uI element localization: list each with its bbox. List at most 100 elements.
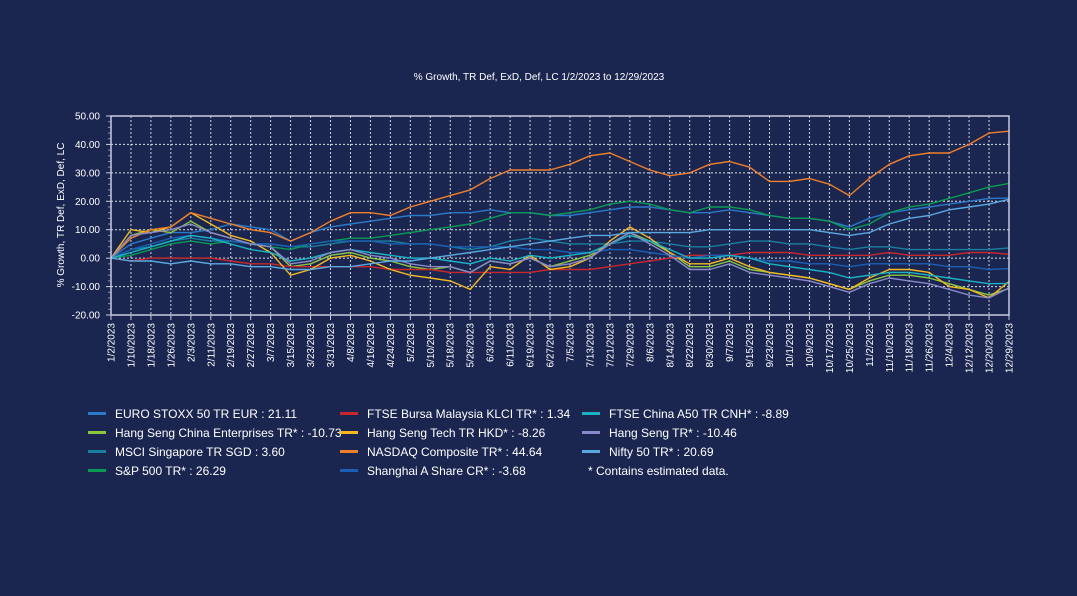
y-tick-label: 0.00 (81, 254, 101, 265)
x-tick-label: 10/25/2023 (845, 323, 856, 373)
x-tick-label: 10/1/2023 (785, 323, 796, 368)
x-tick-label: 2/3/2023 (186, 323, 197, 362)
x-tick-label: 11/2/2023 (865, 323, 876, 367)
legend-label: FTSE China A50 TR CNH* : -8.89 (609, 406, 789, 421)
y-tick-label: 40.00 (75, 140, 100, 151)
x-tick-label: 1/2/2023 (107, 323, 118, 362)
x-tick-label: 1/10/2023 (126, 323, 137, 368)
x-tick-label: 7/21/2023 (605, 323, 616, 368)
series-line-ftse-bursa-malaysia-klci-tr (110, 251, 1010, 274)
series-line-nasdaq-composite-tr (110, 130, 1010, 259)
x-tick-label: 12/20/2023 (985, 323, 996, 373)
x-tick-label: 6/27/2023 (546, 323, 557, 368)
legend-item[interactable]: Hang Seng TR* : -10.46 (582, 423, 789, 442)
legend-item[interactable]: FTSE China A50 TR CNH* : -8.89 (582, 404, 789, 423)
legend-item[interactable]: NASDAQ Composite TR* : 44.64 (340, 442, 570, 461)
x-tick-label: 3/23/2023 (306, 323, 317, 368)
legend-item[interactable]: MSCI Singapore TR SGD : 3.60 (88, 442, 342, 461)
legend-label: NASDAQ Composite TR* : 44.64 (367, 444, 543, 459)
legend-swatch (88, 469, 106, 472)
x-tick-label: 4/16/2023 (366, 323, 377, 368)
legend-item[interactable]: S&P 500 TR* : 26.29 (88, 461, 342, 480)
x-tick-label: 8/30/2023 (705, 323, 716, 368)
series-lines (110, 130, 1010, 299)
legend-swatch (88, 450, 106, 453)
gridlines (111, 116, 1009, 315)
x-tick-label: 12/4/2023 (945, 323, 956, 368)
x-tick-label: 9/15/2023 (745, 323, 756, 368)
series-line-nifty-50-tr (110, 198, 1010, 271)
legend-swatch (88, 412, 106, 415)
x-tick-label: 11/26/2023 (925, 323, 936, 373)
legend-item[interactable]: FTSE Bursa Malaysia KLCI TR* : 1.34 (340, 404, 570, 423)
x-tick-label: 5/26/2023 (466, 323, 477, 368)
x-tick-label: 6/19/2023 (526, 323, 537, 368)
plot-frame (110, 115, 1010, 316)
series-line-shanghai-a-share-cr (110, 234, 1010, 271)
x-tick-label: 3/7/2023 (266, 323, 277, 362)
y-tick-label: 10.00 (75, 225, 100, 236)
x-tick-label: 7/5/2023 (565, 323, 576, 362)
chart-title: % Growth, TR Def, ExD, Def, LC 1/2/2023 … (414, 72, 665, 83)
legend-label: MSCI Singapore TR SGD : 3.60 (115, 444, 285, 459)
series-line-ftse-china-a50-tr-cnh (110, 234, 1010, 285)
legend-swatch (88, 431, 106, 434)
legend-item[interactable]: Nifty 50 TR* : 20.69 (582, 442, 789, 461)
legend-item[interactable]: Shanghai A Share CR* : -3.68 (340, 461, 570, 480)
x-tick-label: 8/22/2023 (685, 323, 696, 368)
x-tick-label: 11/10/2023 (885, 323, 896, 373)
x-tick-label: 1/26/2023 (166, 323, 177, 368)
series-line-euro-stoxx-50-tr-eur (110, 197, 1010, 259)
legend-label: Nifty 50 TR* : 20.69 (609, 444, 714, 459)
x-tick-label: 4/8/2023 (346, 323, 357, 362)
series-line-hang-seng-tr (110, 223, 1010, 299)
legend-label: Hang Seng TR* : -10.46 (609, 425, 737, 440)
legend-swatch (582, 450, 600, 453)
y-tick-label: 20.00 (75, 197, 100, 208)
x-tick-label: 1/18/2023 (146, 323, 157, 368)
legend-item[interactable]: Hang Seng Tech TR HKD* : -8.26 (340, 423, 570, 442)
legend-label: Hang Seng China Enterprises TR* : -10.73 (115, 425, 342, 440)
x-tick-label: 12/12/2023 (965, 323, 976, 373)
x-tick-label: 6/11/2023 (506, 323, 517, 367)
x-tick-label: 11/18/2023 (905, 323, 916, 373)
x-tick-label: 3/15/2023 (286, 323, 297, 368)
x-tick-label: 9/7/2023 (725, 323, 736, 362)
y-tick-label: -20.00 (72, 311, 101, 322)
x-tick-label: 8/14/2023 (665, 323, 676, 368)
x-tick-label: 10/17/2023 (825, 323, 836, 373)
legend-swatch (340, 450, 358, 453)
y-axis-label: % Growth, TR Def, ExD, Def, LC (56, 143, 67, 288)
x-tick-label: 7/13/2023 (585, 323, 596, 368)
y-axis: 50.00 40.00 30.00 20.00 10.00 0.00 -10.00 -20.0… (72, 112, 111, 322)
legend-label: Hang Seng Tech TR HKD* : -8.26 (367, 425, 546, 440)
legend-swatch (340, 469, 358, 472)
legend-label: EURO STOXX 50 TR EUR : 21.11 (115, 406, 298, 421)
x-tick-label: 12/29/2023 (1005, 323, 1016, 373)
x-tick-label: 2/11/2023 (206, 323, 217, 367)
y-tick-label: 50.00 (75, 112, 100, 123)
legend-label: S&P 500 TR* : 26.29 (115, 463, 226, 478)
legend-swatch (582, 412, 600, 415)
chart: % Growth, TR Def, ExD, Def, LC 1/2/2023 … (56, 72, 1016, 373)
legend-swatch (340, 412, 358, 415)
x-tick-label: 5/2/2023 (406, 323, 417, 362)
series-line-hang-seng-tech-tr-hkd (110, 211, 1010, 299)
y-tick-label: -10.00 (72, 282, 101, 293)
x-tick-label: 5/18/2023 (446, 323, 457, 368)
x-tick-label: 8/6/2023 (645, 323, 656, 362)
legend-item[interactable]: EURO STOXX 50 TR EUR : 21.11 (88, 404, 342, 423)
x-tick-label: 3/31/2023 (326, 323, 337, 368)
x-tick-label: 4/24/2023 (386, 323, 397, 368)
x-tick-label: 5/10/2023 (426, 323, 437, 368)
x-tick-label: 7/29/2023 (625, 323, 636, 368)
x-tick-label: 6/3/2023 (486, 323, 497, 362)
x-tick-label: 2/27/2023 (246, 323, 257, 368)
x-tick-label: 2/19/2023 (226, 323, 237, 368)
x-axis: 1/2/2023 1/10/2023 1/18/2023 1/26/2023 2/3/2… (107, 315, 1016, 373)
legend-label: FTSE Bursa Malaysia KLCI TR* : 1.34 (367, 406, 571, 421)
legend-swatch (340, 431, 358, 434)
legend-item[interactable]: Hang Seng China Enterprises TR* : -10.73 (88, 423, 342, 442)
x-tick-label: 9/23/2023 (765, 323, 776, 368)
legend-swatch (582, 431, 600, 434)
